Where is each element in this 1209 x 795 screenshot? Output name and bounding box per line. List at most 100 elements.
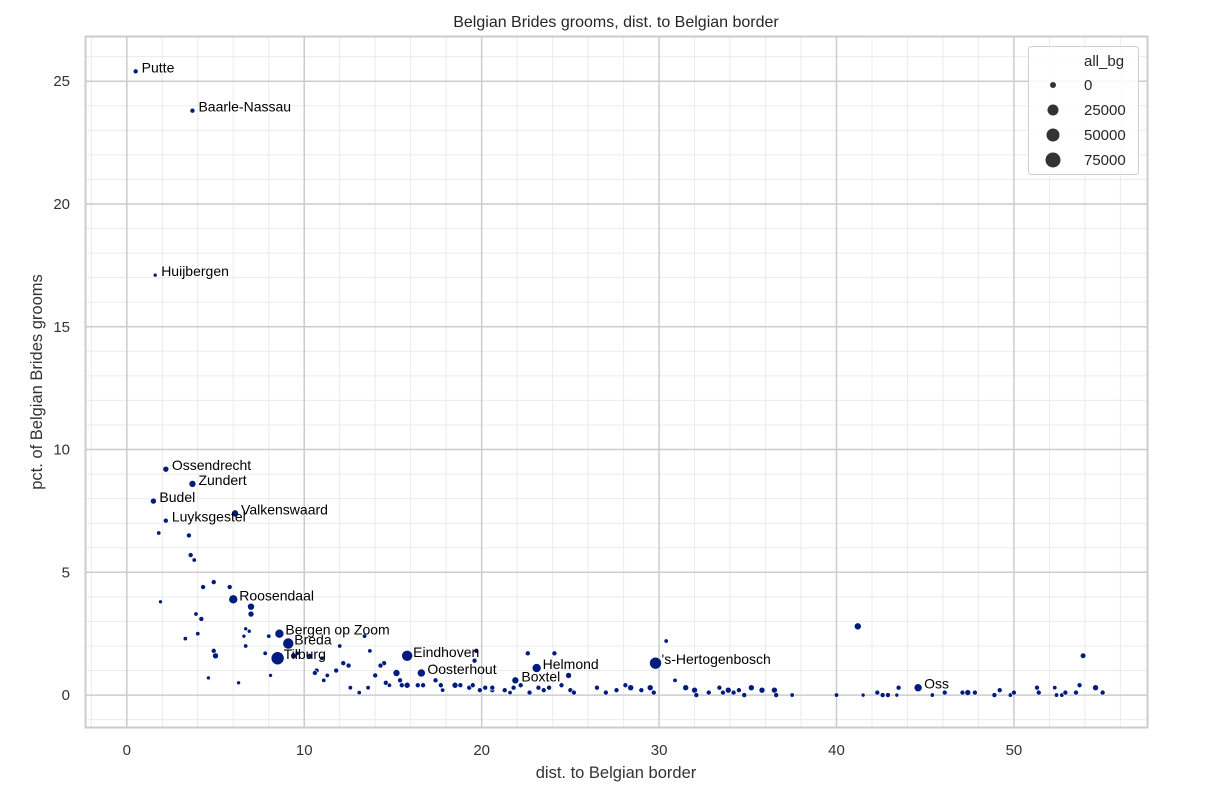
- data-point: [894, 692, 900, 698]
- data-point: [457, 682, 464, 689]
- point-label: Valkenswaard: [241, 501, 328, 517]
- data-point: [440, 687, 446, 693]
- x-axis-ticks: 0 10 20 30 40 50: [123, 742, 1023, 759]
- data-point: [432, 677, 439, 684]
- data-point: [156, 530, 162, 536]
- legend-label: 75000: [1084, 152, 1126, 169]
- data-point: [672, 677, 678, 683]
- labeled-data-point: [152, 272, 158, 278]
- data-point: [879, 692, 886, 698]
- data-point: [730, 689, 737, 696]
- point-label: Zundert: [198, 472, 246, 488]
- data-point: [959, 689, 966, 696]
- point-label: Boxtel: [521, 668, 560, 684]
- data-point: [1099, 689, 1106, 696]
- data-point: [200, 584, 206, 590]
- data-point: [558, 682, 565, 689]
- data-point: [1011, 689, 1017, 696]
- data-point: [193, 611, 199, 617]
- data-point: [158, 599, 163, 605]
- data-point: [247, 610, 255, 618]
- legend-size-marker: [1045, 152, 1061, 168]
- point-label: Tilburg: [284, 646, 326, 662]
- data-point: [399, 682, 405, 689]
- size-legend: all_bg 0 25000 50000 75000: [1028, 46, 1139, 175]
- data-point: [613, 687, 620, 693]
- data-point: [262, 650, 268, 656]
- data-point: [383, 680, 389, 686]
- data-point: [268, 673, 273, 678]
- data-point: [571, 689, 577, 696]
- point-annotations: Putte Baarle-Nassau Huijbergen OssendrechtZ…: [142, 59, 949, 691]
- data-point: [212, 652, 219, 660]
- legend-size-marker: [1047, 104, 1059, 116]
- data-point: [1092, 684, 1099, 692]
- chart-title: Belgian Brides grooms, dist. to Belgian …: [453, 14, 779, 31]
- data-point: [691, 686, 698, 694]
- labeled-data-point: [163, 517, 169, 524]
- data-point: [469, 682, 476, 689]
- data-point: [347, 685, 353, 691]
- data-point: [996, 687, 1003, 693]
- labeled-data-point: [649, 656, 662, 670]
- data-point: [1034, 684, 1040, 691]
- data-point: [312, 670, 318, 676]
- data-point: [524, 650, 531, 657]
- data-point: [1073, 689, 1079, 696]
- data-point: [367, 648, 373, 654]
- data-point: [650, 689, 657, 696]
- data-point: [198, 616, 205, 622]
- legend-label: 0: [1084, 77, 1092, 94]
- labeled-data-point: [282, 637, 295, 650]
- data-point: [319, 655, 325, 661]
- data-point: [991, 692, 998, 698]
- data-point: [386, 682, 392, 688]
- labeled-data-point: [228, 594, 239, 605]
- point-label: Eindhoven: [413, 644, 479, 660]
- data-point: [964, 689, 972, 696]
- labeled-data-point: [162, 465, 170, 473]
- data-point: [724, 686, 732, 694]
- data-point: [266, 633, 272, 639]
- data-point: [236, 680, 241, 686]
- data-point: [397, 677, 403, 684]
- labeled-data-point: [913, 683, 923, 693]
- data-point: [477, 687, 483, 693]
- data-point: [195, 631, 201, 637]
- data-point: [1052, 685, 1058, 691]
- data-point: [720, 689, 726, 696]
- point-label: Luyksgestel: [172, 509, 246, 525]
- point-label: Baarle-Nassau: [198, 99, 291, 115]
- data-point: [1054, 692, 1060, 698]
- data-point: [874, 689, 881, 696]
- data-point: [758, 686, 766, 694]
- labeled-data-point: [531, 663, 542, 673]
- data-point: [594, 684, 600, 691]
- data-point: [789, 692, 795, 698]
- x-tick-label: 0: [123, 742, 131, 759]
- x-tick-label: 20: [473, 742, 490, 759]
- legend-box: [1028, 46, 1139, 175]
- labeled-data-point: [231, 509, 239, 518]
- point-label: Huijbergen: [161, 263, 229, 279]
- data-point: [362, 633, 368, 639]
- data-point: [638, 687, 645, 693]
- data-point: [210, 579, 217, 585]
- y-tick-label: 5: [62, 564, 70, 581]
- y-axis-ticks: 0 5 10 15 20 25: [53, 73, 70, 704]
- data-point: [290, 652, 297, 660]
- y-axis-label: pct. of Belgian Brides grooms: [28, 274, 46, 490]
- data-point: [834, 692, 840, 698]
- data-point: [206, 675, 211, 681]
- data-point: [306, 652, 313, 659]
- labeled-data-point: [401, 649, 413, 662]
- data-point: [333, 667, 339, 674]
- legend-entries: 0 25000 50000 75000: [1045, 77, 1126, 169]
- data-point: [243, 626, 248, 632]
- data-point: [748, 684, 755, 692]
- x-tick-label: 10: [296, 742, 313, 759]
- labeled-data-point: [511, 676, 520, 685]
- point-label: Oss: [924, 676, 949, 692]
- data-point: [603, 689, 609, 696]
